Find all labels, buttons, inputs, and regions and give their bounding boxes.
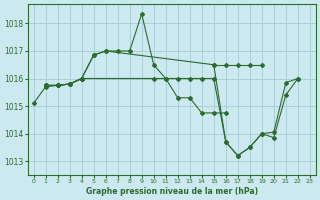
- X-axis label: Graphe pression niveau de la mer (hPa): Graphe pression niveau de la mer (hPa): [86, 187, 258, 196]
